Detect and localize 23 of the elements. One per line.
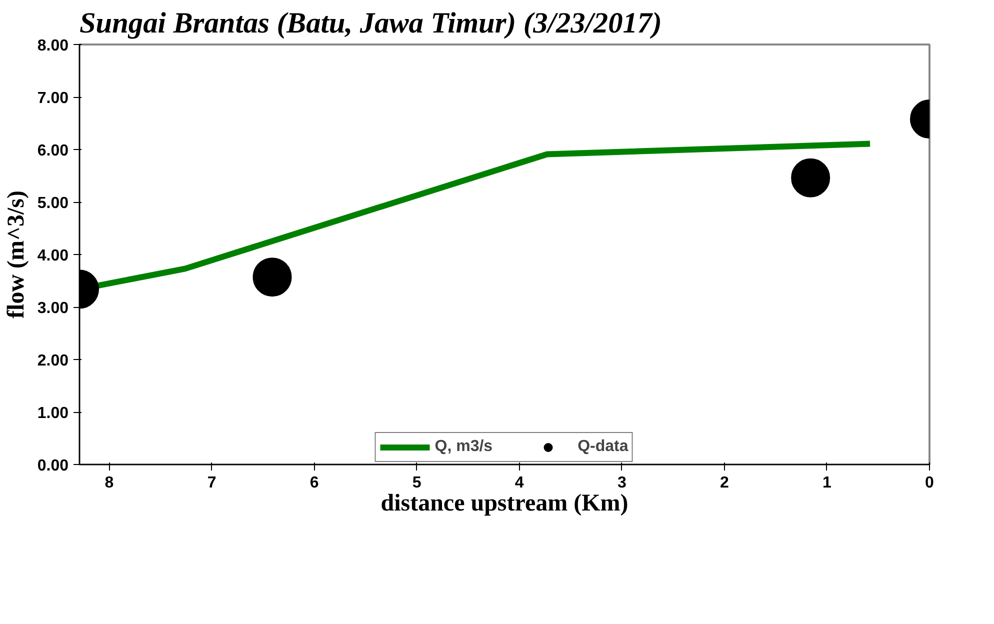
y-tick-label: 7.00 [37, 90, 69, 107]
x-tick-label: 1 [822, 474, 832, 492]
x-tick-label: 6 [310, 474, 319, 492]
y-tick-label: 3.00 [37, 300, 69, 317]
x-tick-label: 0 [925, 474, 934, 492]
x-tick-label: 7 [207, 474, 216, 492]
chart-title: Sungai Brantas (Batu, Jawa Timur) (3/23/2017) [80, 8, 662, 40]
y-tick-label: 6.00 [37, 142, 69, 160]
y-tick-label: 2.00 [37, 352, 69, 370]
y-tick-label: 5.00 [37, 195, 69, 212]
legend-label: Q, m3/s [434, 438, 493, 456]
y-tick-label: 0.00 [37, 458, 69, 474]
y-tick-label: 4.00 [37, 248, 69, 264]
x-tick-label: 5 [412, 474, 422, 492]
y-tick-label: 8.00 [37, 38, 69, 54]
x-tick-label: 2 [720, 474, 729, 492]
legend-label: Q-data [578, 438, 628, 456]
x-tick-label: 8 [104, 474, 114, 492]
x-tick-label: 3 [617, 474, 626, 492]
x-axis-title: distance upstream (Km) [380, 490, 628, 516]
x-tick-label: 4 [514, 474, 524, 492]
y-axis-title: flow (m^3/s) [3, 190, 30, 318]
y-tick-label: 1.00 [37, 405, 69, 422]
